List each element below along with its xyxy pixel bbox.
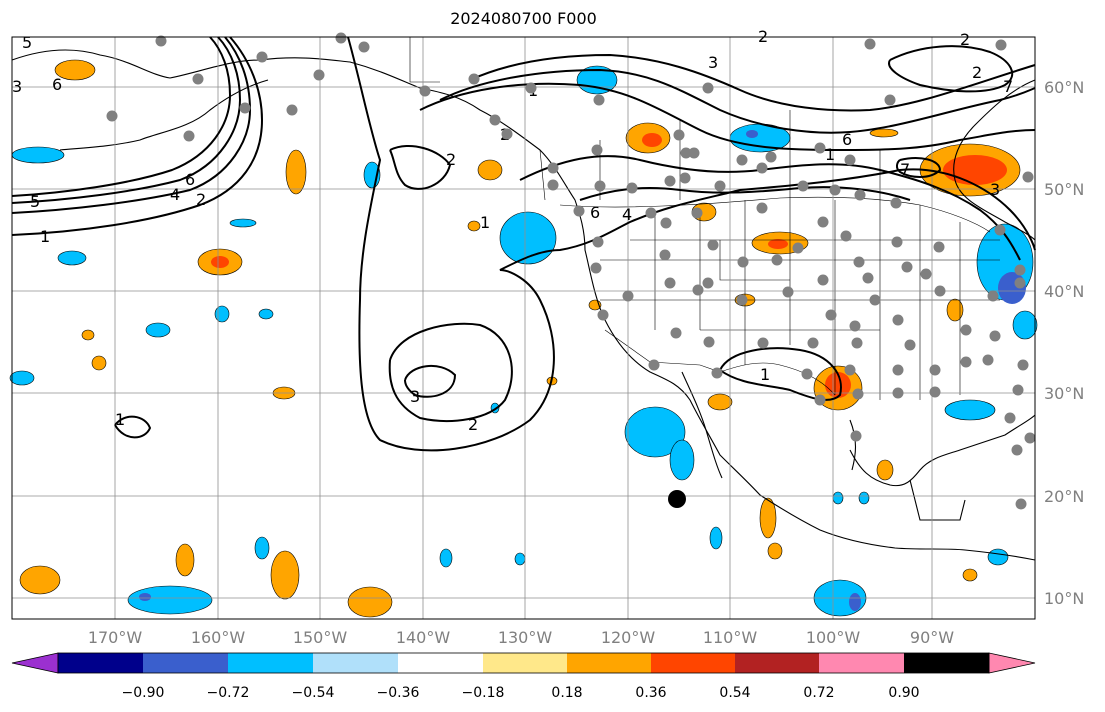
contour-label: 1	[480, 213, 490, 232]
lon-label: 170°W	[88, 628, 143, 647]
colorbar-segment	[735, 653, 819, 673]
storm-center-marker	[668, 490, 686, 508]
colorbar-ticks: −0.90 −0.72 −0.54 −0.36 −0.18 0.18 0.36 …	[122, 685, 920, 701]
contour-label: 7	[900, 160, 910, 179]
colorbar-tick-label: −0.90	[122, 685, 165, 701]
longitude-labels: 170°W 160°W 150°W 140°W 130°W 120°W 110°…	[88, 628, 954, 647]
contour-label: 2	[446, 150, 456, 169]
colorbar-tick-label: 0.90	[888, 685, 919, 701]
colorbar-tick-label: −0.72	[207, 685, 250, 701]
lon-label: 90°W	[910, 628, 954, 647]
contour-label: 2	[468, 415, 478, 434]
colorbar-max-extension	[988, 652, 1036, 674]
lon-label: 130°W	[498, 628, 553, 647]
colorbar-tick-label: 0.36	[635, 685, 666, 701]
contour-label: 6	[842, 130, 852, 149]
colorbar-segment	[143, 653, 228, 673]
lon-label: 150°W	[293, 628, 348, 647]
height-contours	[11, 36, 1036, 452]
map-area	[12, 37, 1035, 619]
anomaly-shading	[9, 59, 1038, 618]
map-frame	[11, 36, 1036, 620]
colorbar-segment	[58, 653, 143, 673]
contour-label: 4	[622, 205, 632, 224]
lon-label: 120°W	[601, 628, 656, 647]
contour-label: 5	[22, 33, 32, 52]
lon-label: 140°W	[396, 628, 451, 647]
colorbar-segment	[483, 653, 567, 673]
colorbar-segment	[313, 653, 398, 673]
contour-label: 3	[12, 77, 22, 96]
contour-label: 6	[185, 170, 195, 189]
lon-label: 160°W	[191, 628, 246, 647]
colorbar: −0.90 −0.72 −0.54 −0.36 −0.18 0.18 0.36 …	[11, 652, 1036, 701]
colorbar-outline	[57, 652, 990, 674]
contour-label: 1	[760, 365, 770, 384]
contour-label: 5	[30, 192, 40, 211]
contour-label: 6	[590, 203, 600, 222]
map-title: 2024080700 F000	[450, 9, 597, 28]
contour-label: 2	[196, 190, 206, 209]
colorbar-segment	[398, 653, 483, 673]
colorbar-tick-label: 0.54	[719, 685, 750, 701]
colorbar-segment	[228, 653, 313, 673]
colorbar-min-extension	[11, 652, 59, 674]
lat-label: 50°N	[1044, 180, 1084, 199]
latitude-labels: 60°N 50°N 40°N 30°N 20°N 10°N	[1044, 78, 1084, 608]
lat-label: 20°N	[1044, 487, 1084, 506]
graticule	[12, 37, 1035, 619]
colorbar-segment	[904, 653, 989, 673]
colorbar-tick-label: −0.36	[377, 685, 420, 701]
contour-label: 1	[825, 145, 835, 164]
colorbar-tick-label: −0.18	[462, 685, 505, 701]
colorbar-tick-label: −0.54	[292, 685, 335, 701]
lon-label: 100°W	[806, 628, 861, 647]
colorbar-tick-label: 0.72	[803, 685, 834, 701]
contour-label: 3	[708, 53, 718, 72]
contour-label: 3	[990, 180, 1000, 199]
colorbar-tick-label: 0.18	[551, 685, 582, 701]
lat-label: 10°N	[1044, 589, 1084, 608]
contour-label: 7	[1003, 77, 1013, 96]
lon-label: 110°W	[703, 628, 758, 647]
contour-label: 4	[170, 185, 180, 204]
station-markers	[106, 32, 1036, 510]
contour-label: 2	[960, 30, 970, 49]
contour-label: 2	[972, 63, 982, 82]
lat-label: 30°N	[1044, 384, 1084, 403]
contour-label: 6	[52, 75, 62, 94]
colorbar-segment	[819, 653, 904, 673]
lat-label: 60°N	[1044, 78, 1084, 97]
contour-label: 1	[115, 410, 125, 429]
colorbar-segment	[567, 653, 651, 673]
contour-label: 1	[40, 227, 50, 246]
contour-label: 3	[410, 387, 420, 406]
lat-label: 40°N	[1044, 282, 1084, 301]
colorbar-segment	[651, 653, 735, 673]
